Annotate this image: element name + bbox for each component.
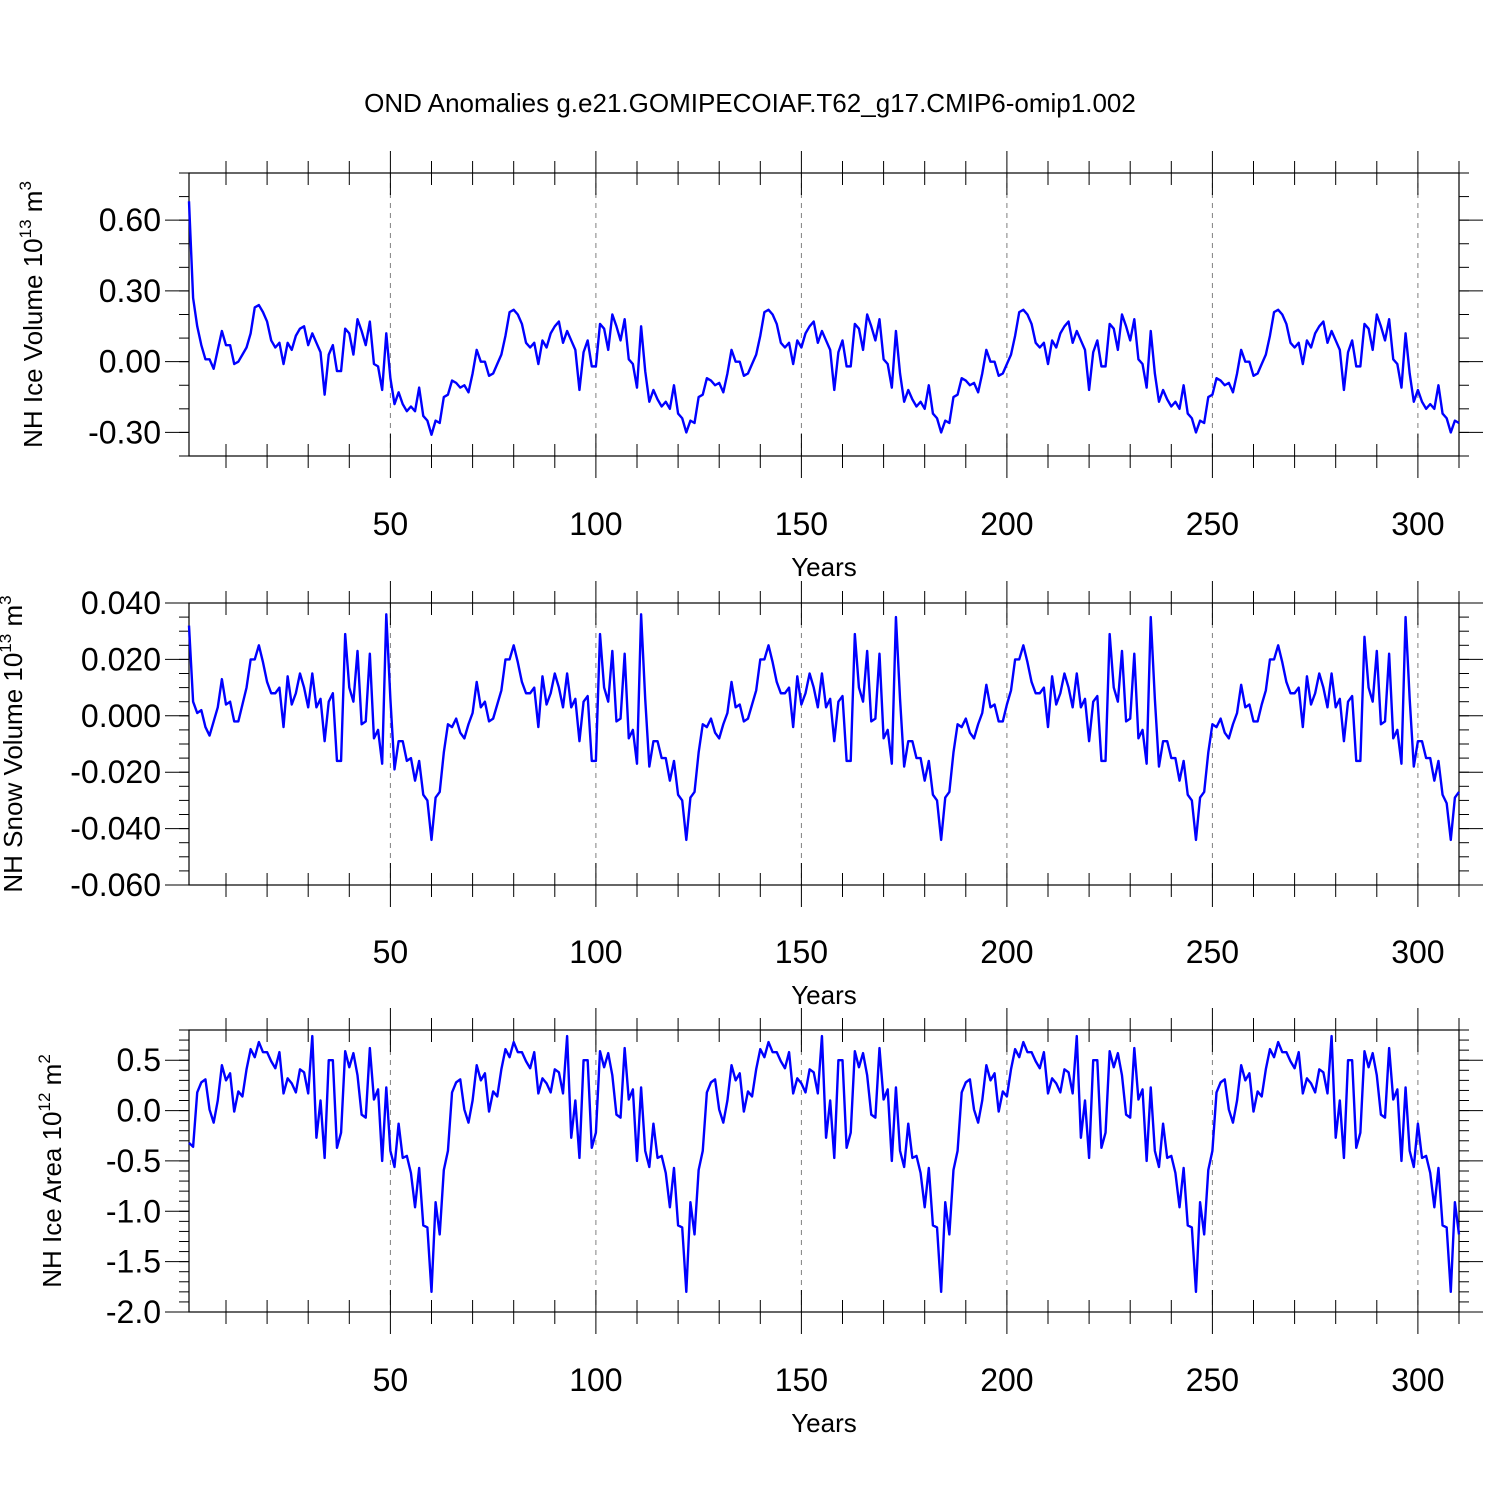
x-tick-label: 300 <box>1391 934 1444 970</box>
x-tick-label: 250 <box>1186 1362 1239 1398</box>
x-tick-label: 50 <box>373 506 409 542</box>
y-tick-label: 0.020 <box>81 641 161 677</box>
x-tick-label: 50 <box>373 934 409 970</box>
plot-frame <box>188 1029 1460 1313</box>
panel-3: 50 100 150 200 250 300 -2.0 -1.5 -1.0 -0.5 0.0 0.5 Y… <box>35 1008 1483 1438</box>
plot-frame <box>188 172 1460 457</box>
chart-title: OND Anomalies g.e21.GOMIPECOIAF.T62_g17.… <box>364 88 1136 118</box>
y-tick-label: -0.040 <box>70 811 161 847</box>
x-tick-label: 200 <box>980 934 1033 970</box>
y-axis-title-text: m <box>0 605 28 634</box>
x-tick-label: 250 <box>1186 934 1239 970</box>
y-tick-label: -1.0 <box>106 1193 161 1229</box>
y-axis-title-text: m <box>18 191 48 220</box>
x-tick-label: 300 <box>1391 506 1444 542</box>
x-tick-label: 100 <box>569 506 622 542</box>
series-line <box>187 613 1460 842</box>
panels: 50 100 150 200 250 300-0.300.000.300.60YearsN… <box>0 151 1483 1438</box>
y-axis-title: NH Ice Area 1012 m2 <box>35 1054 67 1288</box>
y-axis-title-superscript: 3 <box>16 181 35 190</box>
panel-2: 50 100 150 200 250 300 -0.060 -0.040 -0.020 0.000… <box>0 581 1483 1010</box>
x-tick-label: 100 <box>569 934 622 970</box>
series-line <box>187 201 1460 436</box>
y-tick-label: -2.0 <box>106 1294 161 1330</box>
series-line <box>188 1034 1461 1294</box>
y-axis-title-superscript: 3 <box>0 595 15 604</box>
y-tick-label: 0.60 <box>99 202 161 238</box>
y-tick-label: 0.30 <box>99 273 161 309</box>
y-tick-label: 0.040 <box>81 585 161 621</box>
y-tick-label: 0.0 <box>117 1093 161 1129</box>
x-tick-label: 150 <box>775 1362 828 1398</box>
y-tick-label: -0.30 <box>88 414 161 450</box>
x-tick-label: 200 <box>980 1362 1033 1398</box>
y-tick-label: 0.5 <box>117 1042 161 1078</box>
y-axis-title-text: m <box>37 1064 67 1093</box>
y-tick-label: 0.000 <box>81 698 161 734</box>
y-axis-title-superscript: 2 <box>35 1054 54 1063</box>
x-axis-title: Years <box>791 980 857 1010</box>
y-tick-label: -0.060 <box>70 867 161 903</box>
x-tick-label: 300 <box>1391 1362 1444 1398</box>
y-tick-label: 0.00 <box>99 344 161 380</box>
x-axis-title: Years <box>791 1408 857 1438</box>
y-axis-title-text: NH Ice Volume 10 <box>18 238 48 448</box>
x-tick-label: 50 <box>373 1362 409 1398</box>
y-axis-title-superscript: 12 <box>35 1093 54 1112</box>
y-axis-title: NH Snow Volume 1013 m3 <box>0 595 28 892</box>
y-axis-title-text: NH Ice Area 10 <box>37 1111 67 1287</box>
x-tick-label: 150 <box>775 506 828 542</box>
plot-frame <box>188 602 1460 886</box>
y-tick-label: -0.5 <box>106 1143 161 1179</box>
y-axis-title-superscript: 13 <box>0 634 15 653</box>
x-tick-label: 100 <box>569 1362 622 1398</box>
y-axis-title-superscript: 13 <box>16 219 35 238</box>
y-axis-title: NH Ice Volume 1013 m3 <box>16 181 48 448</box>
panel-1: 50 100 150 200 250 300 -0.30 0.00 0.30 0.60 Years N… <box>16 151 1483 582</box>
x-tick-label: 150 <box>775 934 828 970</box>
x-tick-label: 250 <box>1186 506 1239 542</box>
y-tick-label: -0.020 <box>70 754 161 790</box>
y-axis-title-text: NH Snow Volume 10 <box>0 653 28 893</box>
x-axis-title: Years <box>791 552 857 582</box>
y-tick-label: -1.5 <box>106 1244 161 1280</box>
x-tick-label: 200 <box>980 506 1033 542</box>
